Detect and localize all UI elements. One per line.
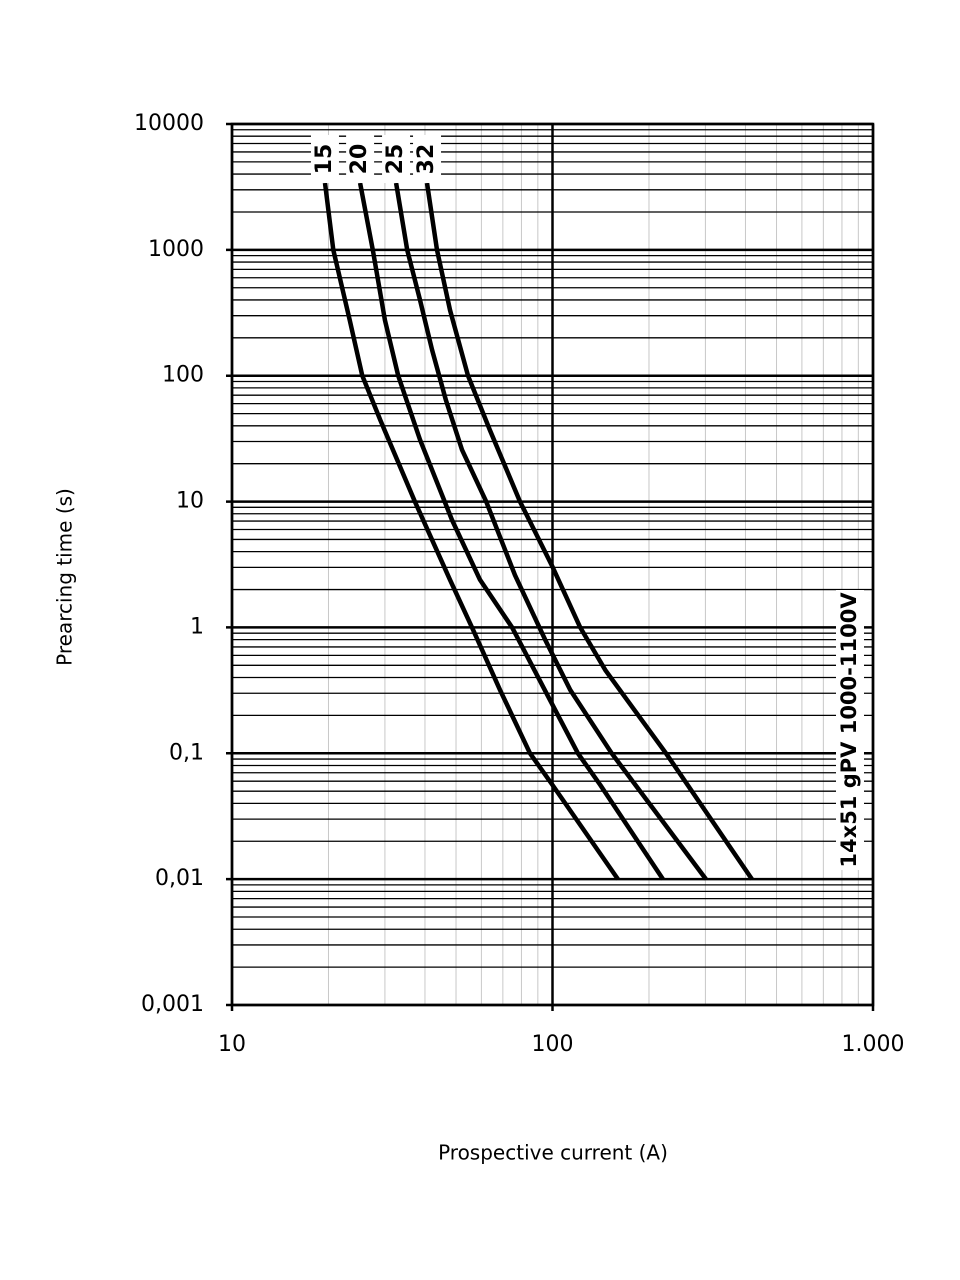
y-tick-label: 10 [176, 489, 204, 514]
series-line [357, 182, 665, 881]
legend-label: 20 [347, 144, 372, 175]
x-tick-label: 1.000 [842, 1032, 905, 1057]
y-tick-label: 10000 [134, 111, 204, 136]
legend-bg [310, 135, 339, 183]
y-tick-label: 0,1 [169, 740, 204, 765]
y-tick-label: 1 [190, 614, 204, 639]
legend-bg [346, 135, 375, 183]
series-line [424, 182, 754, 881]
x-tick-label: 10 [218, 1032, 246, 1057]
legend-bg [382, 135, 411, 183]
y-tick-label: 0,001 [141, 992, 204, 1017]
x-axis-label: Prospective current (A) [438, 1141, 668, 1165]
y-tick-label: 0,01 [155, 866, 204, 891]
annotation: 14x51 gPV 1000-1100V [837, 592, 861, 868]
y-tick-label: 100 [162, 363, 204, 388]
y-tick-label: 1000 [148, 237, 204, 262]
plot-frame [230, 122, 875, 1007]
series-line [393, 182, 708, 881]
series-line [322, 182, 620, 881]
legend-bg [413, 135, 442, 183]
annotation-bg [836, 590, 864, 870]
x-tick-label: 100 [532, 1032, 574, 1057]
legend-label: 32 [414, 144, 439, 175]
y-axis-label: Prearcing time (s) [53, 488, 77, 666]
legend-label: 25 [383, 144, 408, 175]
legend-label: 15 [312, 144, 337, 175]
